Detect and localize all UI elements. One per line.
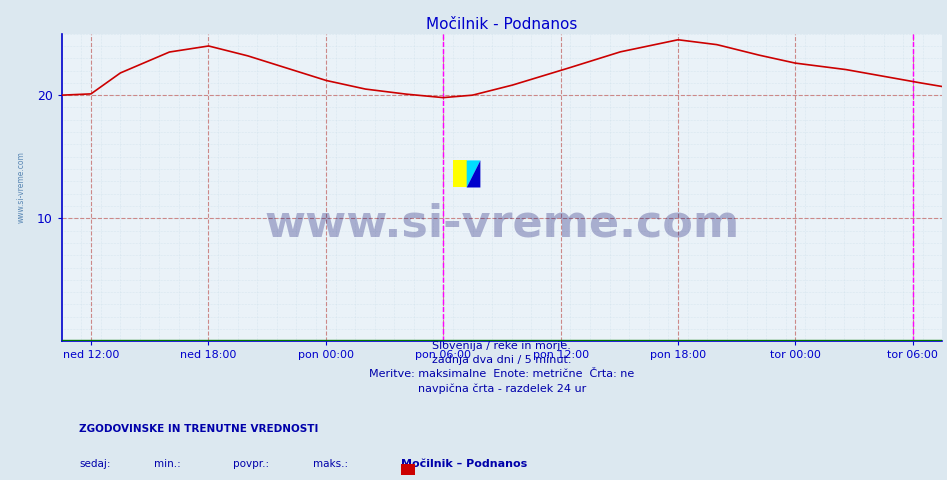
Text: sedaj:: sedaj: (80, 459, 111, 469)
Polygon shape (467, 160, 480, 188)
Text: min.:: min.: (154, 459, 181, 469)
Text: maks.:: maks.: (313, 459, 348, 469)
Text: Močilnik – Podnanos: Močilnik – Podnanos (401, 459, 527, 469)
Text: Slovenija / reke in morje.
zadnja dva dni / 5 minut.
Meritve: maksimalne  Enote:: Slovenija / reke in morje. zadnja dva dn… (369, 341, 634, 394)
Polygon shape (467, 160, 480, 188)
Text: www.si-vreme.com: www.si-vreme.com (264, 203, 740, 246)
Text: www.si-vreme.com: www.si-vreme.com (16, 152, 26, 223)
Text: ZGODOVINSKE IN TRENUTNE VREDNOSTI: ZGODOVINSKE IN TRENUTNE VREDNOSTI (80, 424, 318, 434)
Text: povpr.:: povpr.: (233, 459, 269, 469)
Bar (401, 465, 415, 480)
Title: Močilnik - Podnanos: Močilnik - Podnanos (426, 17, 578, 33)
Bar (453, 160, 467, 188)
